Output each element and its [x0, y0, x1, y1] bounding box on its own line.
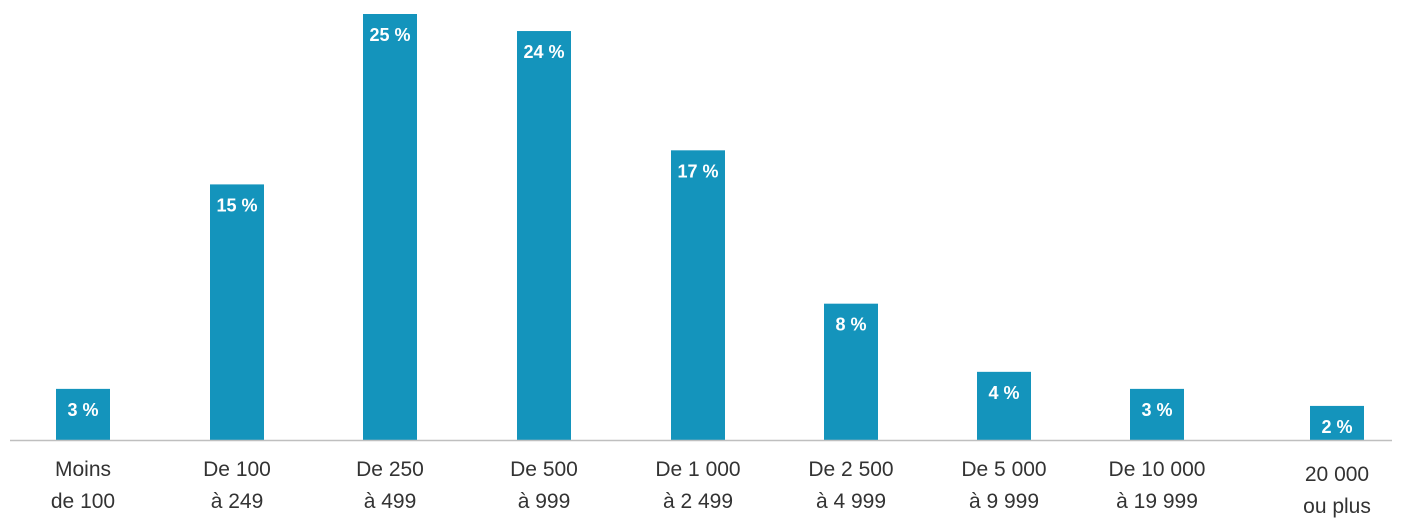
- category-label-line: à 2 499: [663, 490, 733, 513]
- category-label-line: De 100: [203, 458, 271, 481]
- category-label-line: à 999: [518, 490, 571, 513]
- value-label-2: 25 %: [369, 25, 410, 45]
- value-label-8: 2 %: [1321, 417, 1352, 437]
- category-label-line: de 100: [51, 490, 115, 513]
- category-label-line: De 250: [356, 458, 424, 481]
- category-label-0: Moins de 100: [51, 458, 115, 513]
- bar-4: [671, 150, 725, 440]
- category-label-5: De 2 500 à 4 999: [808, 458, 893, 513]
- bar-2: [363, 14, 417, 440]
- value-label-6: 4 %: [988, 383, 1019, 403]
- value-label-4: 17 %: [677, 161, 718, 181]
- category-label-line: De 10 000: [1109, 458, 1206, 481]
- category-labels-group: Moins de 100 De 100 à 249 De 250 à 499 De 500 à…: [51, 458, 1371, 518]
- category-label-line: 20 000: [1305, 463, 1369, 486]
- value-label-3: 24 %: [523, 42, 564, 62]
- category-label-3: De 500 à 999: [510, 458, 578, 513]
- category-label-line: à 249: [211, 490, 264, 513]
- category-label-4: De 1 000 à 2 499: [655, 458, 740, 513]
- category-label-8: 20 000 ou plus: [1303, 463, 1371, 518]
- category-label-line: ou plus: [1303, 495, 1371, 518]
- category-label-1: De 100 à 249: [203, 458, 271, 513]
- category-label-line: De 5 000: [961, 458, 1046, 481]
- value-label-0: 3 %: [67, 400, 98, 420]
- value-label-7: 3 %: [1141, 400, 1172, 420]
- value-label-5: 8 %: [835, 315, 866, 335]
- category-label-2: De 250 à 499: [356, 458, 424, 513]
- category-label-line: à 9 999: [969, 490, 1039, 513]
- bars-group: [56, 14, 1364, 440]
- value-label-1: 15 %: [216, 195, 257, 215]
- category-label-line: à 499: [364, 490, 417, 513]
- category-label-line: à 19 999: [1116, 490, 1198, 513]
- category-label-line: De 1 000: [655, 458, 740, 481]
- category-label-line: De 2 500: [808, 458, 893, 481]
- category-label-line: Moins: [55, 458, 111, 481]
- bar-1: [210, 184, 264, 440]
- category-label-line: à 4 999: [816, 490, 886, 513]
- bar-3: [517, 31, 571, 440]
- category-label-6: De 5 000 à 9 999: [961, 458, 1046, 513]
- category-label-7: De 10 000 à 19 999: [1109, 458, 1206, 513]
- category-label-line: De 500: [510, 458, 578, 481]
